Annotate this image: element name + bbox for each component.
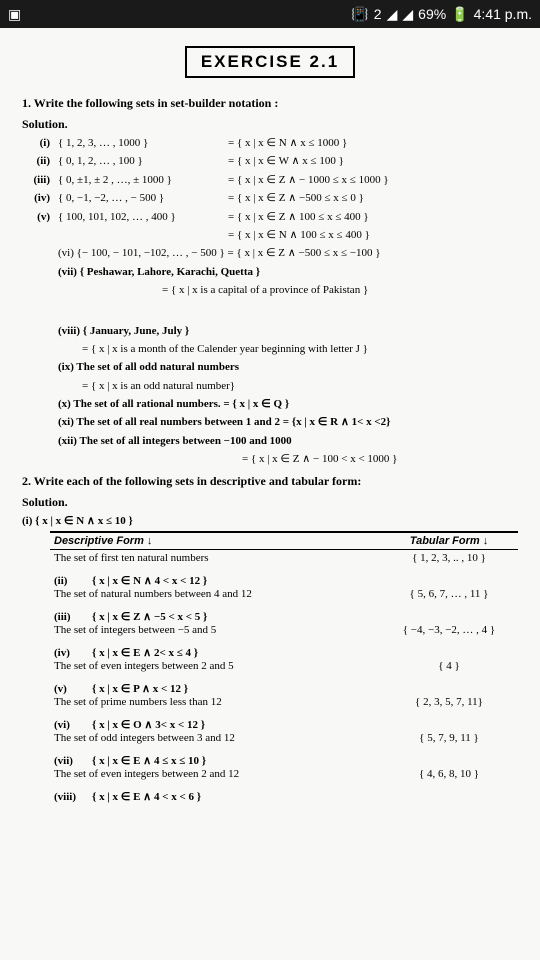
status-left: ▣ bbox=[8, 6, 21, 23]
q1-vii-b: = { x | x is a capital of a province of … bbox=[22, 283, 518, 298]
battery-percent: 69% bbox=[418, 6, 446, 22]
vibrate-icon: 📳 bbox=[351, 6, 368, 23]
th-tabular: Tabular Form ↓ bbox=[384, 535, 514, 547]
signal-1-icon: ◢ bbox=[387, 6, 398, 23]
q2-row: (viii){ x | x ∈ E ∧ 4 < x < 6 } bbox=[50, 785, 518, 806]
q2-row: (vi){ x | x ∈ O ∧ 3< x < 12 } The set of… bbox=[50, 713, 518, 749]
q2-first-set: (i) { x | x ∈ N ∧ x ≤ 10 } bbox=[22, 514, 518, 527]
q1-item: (iii){ 0, ±1, ± 2 , …, ± 1000 }= { x | x… bbox=[22, 173, 518, 188]
q1-viii-b: = { x | x is a month of the Calender yea… bbox=[22, 342, 518, 357]
q1-vii-a: (vii) { Peshawar, Lahore, Karachi, Quett… bbox=[22, 265, 518, 280]
status-right: 📳 2 ◢ ◢ 69% 🔋 4:41 p.m. bbox=[351, 6, 532, 23]
exercise-heading: EXERCISE 2.1 bbox=[22, 46, 518, 78]
clock: 4:41 p.m. bbox=[474, 6, 532, 22]
solution-label-1: Solution. bbox=[22, 117, 518, 132]
q1-x: (x) The set of all rational numbers. = {… bbox=[22, 397, 518, 412]
q1-item: (ii){ 0, 1, 2, … , 100 }= { x | x ∈ W ∧ … bbox=[22, 154, 518, 169]
q1-ix-a: (ix) The set of all odd natural numbers bbox=[22, 360, 518, 375]
q1-ix-b: = { x | x is an odd natural number} bbox=[22, 379, 518, 394]
q2-table: Descriptive Form ↓ Tabular Form ↓ The se… bbox=[50, 531, 518, 806]
android-status-bar: ▣ 📳 2 ◢ ◢ 69% 🔋 4:41 p.m. bbox=[0, 0, 540, 28]
question-2-heading: 2. Write each of the following sets in d… bbox=[22, 474, 518, 489]
q1-item: = { x | x ∈ N ∧ 100 ≤ x ≤ 400 } bbox=[22, 228, 518, 243]
th-descriptive: Descriptive Form ↓ bbox=[54, 535, 384, 547]
q1-item: (i){ 1, 2, 3, … , 1000 }= { x | x ∈ N ∧ … bbox=[22, 136, 518, 151]
q2-row: (iv){ x | x ∈ E ∧ 2< x ≤ 4 } The set of … bbox=[50, 641, 518, 677]
exercise-title-box: EXERCISE 2.1 bbox=[185, 46, 355, 78]
q1-item: (iv){ 0, −1, −2, … , − 500 }= { x | x ∈ … bbox=[22, 191, 518, 206]
q1-xii-a: (xii) The set of all integers between −1… bbox=[22, 434, 518, 449]
battery-icon: 🔋 bbox=[451, 6, 468, 23]
question-1-heading: 1. Write the following sets in set-build… bbox=[22, 96, 518, 111]
document-page: EXERCISE 2.1 1. Write the following sets… bbox=[0, 28, 540, 960]
sim-badge: 2 bbox=[374, 6, 382, 22]
q1-vi: (vi) {− 100, − 101, −102, … , − 500 } = … bbox=[22, 246, 518, 261]
q1-item: (v){ 100, 101, 102, … , 400 }= { x | x ∈… bbox=[22, 210, 518, 225]
image-icon: ▣ bbox=[8, 6, 21, 23]
q2-row: (vii){ x | x ∈ E ∧ 4 ≤ x ≤ 10 } The set … bbox=[50, 749, 518, 785]
solution-label-2: Solution. bbox=[22, 495, 518, 510]
q2-row: (iii){ x | x ∈ Z ∧ −5 < x < 5 } The set … bbox=[50, 605, 518, 641]
q1-xi: (xi) The set of all real numbers between… bbox=[22, 415, 518, 430]
q2-row: (v){ x | x ∈ P ∧ x < 12 } The set of pri… bbox=[50, 677, 518, 713]
q1-viii-a: (viii) { January, June, July } bbox=[22, 324, 518, 339]
q2-row: The set of first ten natural numbers{ 1,… bbox=[50, 550, 518, 569]
signal-2-icon: ◢ bbox=[402, 6, 413, 23]
q2-table-header: Descriptive Form ↓ Tabular Form ↓ bbox=[50, 531, 518, 550]
q2-row: (ii){ x | x ∈ N ∧ 4 < x < 12 } The set o… bbox=[50, 569, 518, 605]
q1-xii-b: = { x | x ∈ Z ∧ − 100 < x < 1000 } bbox=[22, 452, 518, 467]
